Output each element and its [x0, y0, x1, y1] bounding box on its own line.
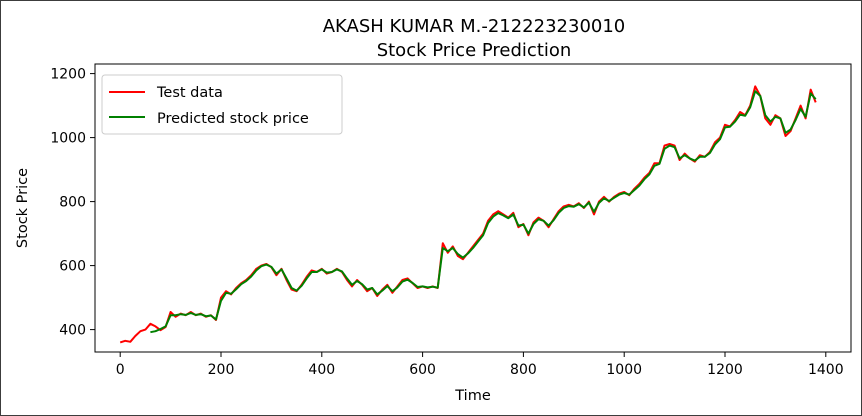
x-tick-label: 1200	[707, 362, 743, 378]
y-tick-label: 1200	[50, 67, 86, 83]
y-axis-ticks: 400 600 800 1000 1200	[50, 67, 95, 339]
y-tick-label: 1000	[50, 131, 86, 147]
x-tick-label: 1400	[808, 362, 844, 378]
legend-label-predicted: Predicted stock price	[157, 111, 309, 127]
x-tick-label: 600	[409, 362, 436, 378]
x-tick-label: 800	[510, 362, 537, 378]
x-axis-ticks: 0 200 400 600 800 1000 1200 1400	[116, 352, 844, 378]
x-axis-label: Time	[454, 388, 491, 404]
legend-box	[101, 74, 343, 135]
chart-title-line1: AKASH KUMAR M.-212223230010	[323, 16, 626, 37]
x-tick-label: 1000	[606, 362, 642, 378]
x-tick-label: 200	[208, 362, 235, 378]
legend: Test data Predicted stock price	[101, 74, 343, 135]
chart-title-line2: Stock Price Prediction	[377, 40, 572, 61]
legend-label-test-data: Test data	[156, 85, 223, 101]
series-line-predicted	[150, 90, 817, 334]
y-tick-label: 600	[59, 259, 86, 275]
y-tick-label: 400	[59, 323, 86, 339]
y-axis-label: Stock Price	[15, 168, 31, 248]
series-lines	[119, 85, 817, 344]
x-tick-label: 400	[308, 362, 335, 378]
x-tick-label: 0	[116, 362, 125, 378]
plot-area-border	[94, 63, 852, 353]
y-tick-label: 800	[59, 195, 86, 211]
